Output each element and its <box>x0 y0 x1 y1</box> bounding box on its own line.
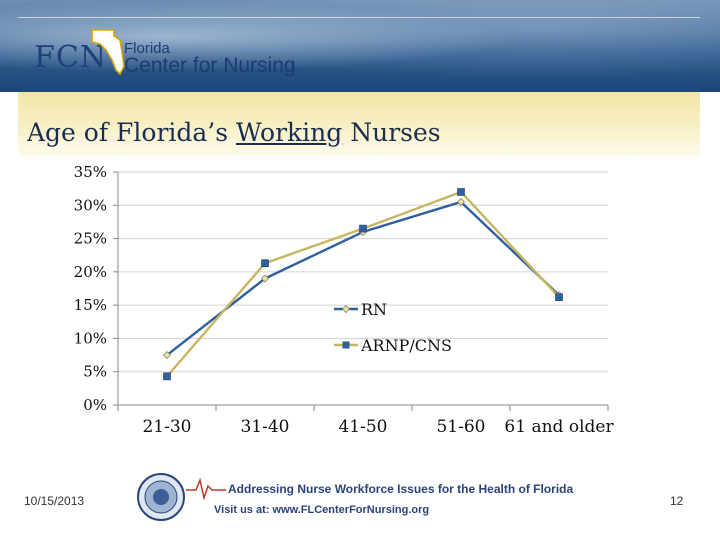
logo-line-center-for-nursing: Center for Nursing <box>124 54 296 77</box>
data-point <box>260 274 270 283</box>
x-tick-label: 51-60 <box>436 417 485 437</box>
footer-date: 10/15/2013 <box>24 494 85 508</box>
chart-grid <box>118 171 608 373</box>
seal-icon <box>137 473 185 521</box>
heartbeat-line-icon <box>186 477 226 500</box>
data-point <box>163 372 171 381</box>
data-point <box>456 197 466 207</box>
header-rule <box>18 17 700 18</box>
header-banner: FCN Florida Center for Nursing <box>0 0 720 92</box>
x-tick-label: 41-50 <box>338 417 387 437</box>
footer-tagline: Addressing Nurse Workforce Issues for th… <box>228 482 574 496</box>
data-point <box>162 351 172 360</box>
x-tick-label: 31-40 <box>240 417 289 437</box>
legend-label: RN <box>361 300 387 319</box>
legend-marker <box>341 304 351 314</box>
y-tick-label: 30% <box>74 196 107 214</box>
chart-series <box>162 188 564 381</box>
logo-abbreviation: FCN <box>34 40 108 75</box>
y-tick-label: 10% <box>74 329 107 347</box>
x-tick-label: 61 and older <box>504 417 614 437</box>
x-tick-labels: 21-30 31-40 41-50 51-60 61 and older <box>142 417 614 437</box>
legend-label: ARNP/CNS <box>360 336 452 355</box>
slide-title-underlined: Working <box>236 118 343 147</box>
slide-title-part1: Age of Florida’s <box>27 118 237 147</box>
data-point <box>457 188 465 196</box>
x-tick-label: 21-30 <box>142 417 191 437</box>
data-point <box>261 259 269 268</box>
florida-state-icon <box>91 29 125 76</box>
slide-title: Age of Florida’s Working Nurses <box>27 118 441 147</box>
logo-line-florida: Florida <box>124 40 170 57</box>
y-tick-labels: 35% 30% 25% 20% 15% 10% 5% 0% <box>74 163 107 414</box>
y-tick-label: 5% <box>83 363 107 381</box>
footer-website-link[interactable]: Visit us at: www.FLCenterForNursing.org <box>214 504 430 516</box>
y-tick-label: 25% <box>74 230 107 248</box>
y-tick-label: 35% <box>74 163 107 181</box>
data-point <box>359 224 367 233</box>
chart-legend: RN ARNP/CNS <box>334 300 452 355</box>
y-tick-label: 15% <box>74 296 107 314</box>
legend-marker <box>342 341 350 349</box>
title-band <box>18 92 700 156</box>
y-tick-label: 0% <box>83 396 107 414</box>
page-number: 12 <box>670 494 684 508</box>
age-line-chart: 35% 30% 25% 20% 15% 10% 5% 0% 21-30 31-40 41-50 51… <box>74 163 615 437</box>
slide-title-part2: Nurses <box>342 118 441 147</box>
y-tick-label: 20% <box>74 263 107 281</box>
data-point <box>555 293 563 301</box>
chart-axes <box>113 171 609 411</box>
